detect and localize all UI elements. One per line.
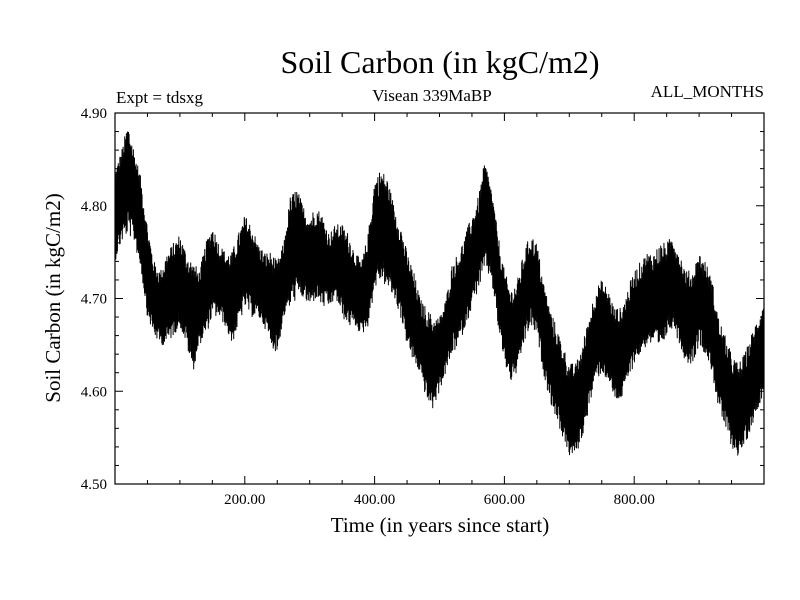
months-label: ALL_MONTHS bbox=[651, 82, 764, 101]
x-tick-label: 600.00 bbox=[484, 492, 525, 508]
y-tick-label: 4.50 bbox=[81, 477, 107, 493]
series-layer bbox=[114, 131, 765, 456]
y-axis-label: Soil Carbon (in kgC/m2) bbox=[41, 193, 65, 402]
x-tick-label: 200.00 bbox=[224, 492, 265, 508]
plot-frame bbox=[114, 112, 765, 485]
series-line bbox=[114, 131, 765, 456]
x-tick-label: 800.00 bbox=[614, 492, 655, 508]
tick-layer: 200.00 400.00 600.00 800.00 4.50 4.60 4.70 4.80… bbox=[81, 106, 765, 508]
chart-title: Soil Carbon (in kgC/m2) bbox=[280, 44, 599, 80]
y-tick-label: 4.80 bbox=[81, 199, 107, 215]
y-tick-label: 4.60 bbox=[81, 384, 107, 400]
y-tick-label: 4.70 bbox=[81, 292, 107, 308]
chart-subtitle: Visean 339MaBP bbox=[372, 86, 491, 105]
y-tick-label: 4.90 bbox=[81, 106, 107, 122]
x-tick-label: 400.00 bbox=[354, 492, 395, 508]
experiment-label: Expt = tdsxg bbox=[116, 88, 204, 107]
x-axis-label: Time (in years since start) bbox=[331, 513, 550, 537]
